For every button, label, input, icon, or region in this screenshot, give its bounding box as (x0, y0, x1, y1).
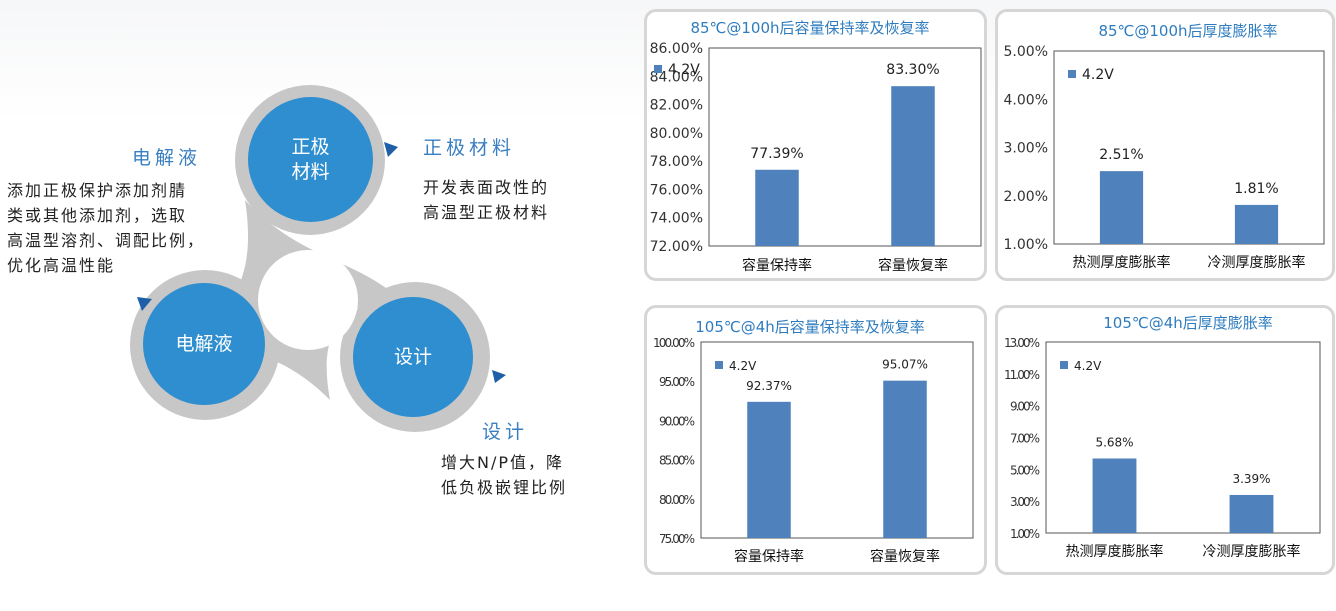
category-label: 热测厚度膨胀率 (1073, 254, 1171, 271)
legend-swatch (715, 361, 723, 369)
bar (1234, 204, 1279, 244)
plot-frame (700, 341, 974, 539)
y-tick-label: 2.00% (1004, 189, 1048, 205)
y-tick-label: 72.00% (650, 239, 703, 255)
design-line: 低负极嵌锂比例 (441, 478, 568, 497)
y-tick-label: 78.00% (650, 154, 703, 170)
node-design: 设计 (353, 297, 473, 417)
bar (747, 401, 791, 538)
chart-105c-swelling: 105℃@4h后厚度膨胀率 1.00% 3.00% 5.00% 7.00% 9.00% 11… (1004, 314, 1321, 560)
electrolyte-line: 类或其他添加剂，选取 (7, 206, 188, 225)
data-label: 1.81% (1234, 181, 1278, 197)
y-tick-label: 100.00% (653, 336, 695, 350)
chart-105c-capacity: 105℃@4h后容量保持率及恢复率 75.00% 80.00% 85.00% 90.00… (653, 318, 974, 565)
y-tick-label: 84.00% (650, 69, 703, 85)
design-title: 设计 (482, 421, 529, 443)
chart-panel-105c-swelling: 105℃@4h后厚度膨胀率 1.00% 3.00% 5.00% 7.00% 9.00% 11… (995, 305, 1335, 575)
cathode-description: 开发表面改性的 高温型正极材料 (423, 175, 549, 225)
y-tick-label: 95.00% (659, 375, 695, 389)
legend-label: 4.2V (668, 62, 700, 78)
arrow-left-icon (137, 297, 152, 311)
y-tick-label: 4.00% (1004, 92, 1048, 108)
y-tick-label: 74.00% (650, 211, 703, 227)
bar (1229, 494, 1274, 533)
electrolyte-title: 电解液 (132, 147, 202, 169)
y-tick-label: 85.00% (659, 454, 695, 468)
y-tick-label: 3.00% (1010, 495, 1040, 509)
cathode-title: 正极材料 (423, 137, 516, 159)
data-label: 95.07% (882, 358, 928, 372)
bar (1099, 171, 1144, 244)
center-hole (258, 250, 358, 350)
y-tick-label: 3.00% (1004, 141, 1048, 157)
design-line: 增大N/P值，降 (441, 453, 565, 472)
y-tick-label: 1.00% (1010, 527, 1040, 541)
arrow-right-icon (384, 142, 398, 157)
electrolyte-line: 高温型溶剂、调配比例， (7, 231, 206, 250)
plot-frame (708, 47, 982, 247)
category-label: 容量保持率 (734, 548, 804, 565)
node-cathode: 正极 材料 (248, 97, 373, 222)
category-label: 冷测厚度膨胀率 (1208, 254, 1306, 271)
y-tick-label: 1.00% (1004, 237, 1048, 253)
data-label: 92.37% (746, 379, 792, 393)
electrolyte-description: 添加正极保护添加剂腈 类或其他添加剂，选取 高温型溶剂、调配比例， 优化高温性能 (7, 178, 205, 278)
bar (755, 169, 799, 246)
legend-label: 4.2V (1074, 359, 1102, 373)
bar (1092, 458, 1137, 533)
y-tick-label: 5.00% (1004, 44, 1048, 60)
y-tick-label: 86.00% (650, 41, 703, 57)
plot-frame (1045, 341, 1321, 534)
chart-title: 85℃@100h后容量保持率及恢复率 (690, 19, 929, 37)
data-label: 3.39% (1232, 472, 1270, 486)
y-tick-label: 13.00% (1004, 336, 1040, 350)
diagram-shape (130, 85, 506, 432)
legend-label: 4.2V (1082, 67, 1114, 83)
cathode-line: 开发表面改性的 (423, 178, 550, 197)
y-tick-label: 9.00% (1010, 400, 1040, 414)
y-tick-label: 82.00% (650, 98, 703, 114)
data-label: 5.68% (1095, 436, 1133, 450)
y-tick-label: 90.00% (659, 414, 695, 428)
plot-frame (1053, 50, 1325, 245)
legend-swatch (654, 65, 662, 73)
node-electrolyte: 电解液 (143, 283, 265, 405)
chart-panel-105c-capacity: 105℃@4h后容量保持率及恢复率 75.00% 80.00% 85.00% 90.00… (644, 305, 987, 575)
chart-title: 105℃@4h后厚度膨胀率 (1103, 314, 1273, 332)
data-label: 83.30% (886, 62, 939, 78)
y-tick-label: 7.00% (1010, 432, 1040, 446)
electrolyte-line: 添加正极保护添加剂腈 (7, 181, 188, 200)
electrolyte-line: 优化高温性能 (7, 256, 116, 275)
y-tick-label: 80.00% (659, 493, 695, 507)
y-tick-label: 11.00% (1004, 368, 1040, 382)
legend-swatch (1068, 70, 1076, 78)
category-label: 容量恢复率 (878, 257, 948, 274)
chart-title: 85℃@100h后厚度膨胀率 (1098, 22, 1277, 40)
y-tick-label: 80.00% (650, 126, 703, 142)
category-label: 冷测厚度膨胀率 (1203, 543, 1301, 560)
chart-85c-capacity: 85℃@100h后容量保持率及恢复率 72.00% 74.00% 76.00% 78.0… (650, 19, 982, 274)
y-tick-label: 5.00% (1010, 463, 1040, 477)
legend-label: 4.2V (729, 359, 757, 373)
category-label: 热测厚度膨胀率 (1066, 543, 1164, 560)
cathode-line: 高温型正极材料 (423, 203, 550, 222)
chart-panel-85c-capacity: 85℃@100h后容量保持率及恢复率 72.00% 74.00% 76.00% 78.0… (644, 9, 987, 281)
chart-title: 105℃@4h后容量保持率及恢复率 (695, 318, 925, 336)
data-label: 77.39% (750, 146, 803, 162)
chart-85c-swelling: 85℃@100h后厚度膨胀率 1.00% 2.00% 3.00% 4.00% 5.00% 2… (1004, 22, 1325, 271)
bar (891, 86, 935, 246)
bar (883, 380, 927, 538)
y-tick-label: 75.00% (659, 532, 695, 546)
category-label: 容量恢复率 (870, 548, 940, 565)
data-label: 2.51% (1099, 147, 1143, 163)
design-strategy-diagram: 正极 材料 电解液 设计 电解液 添加正极保护添加剂腈 类或其他添加剂，选取 高… (0, 0, 640, 611)
legend-swatch (1060, 361, 1068, 369)
design-description: 增大N/P值，降 低负极嵌锂比例 (441, 450, 567, 500)
y-tick-label: 76.00% (650, 182, 703, 198)
chart-panel-85c-swelling: 85℃@100h后厚度膨胀率 1.00% 2.00% 3.00% 4.00% 5.00% 2… (995, 9, 1335, 281)
category-label: 容量保持率 (742, 257, 812, 274)
arrow-right-icon-2 (492, 370, 506, 383)
